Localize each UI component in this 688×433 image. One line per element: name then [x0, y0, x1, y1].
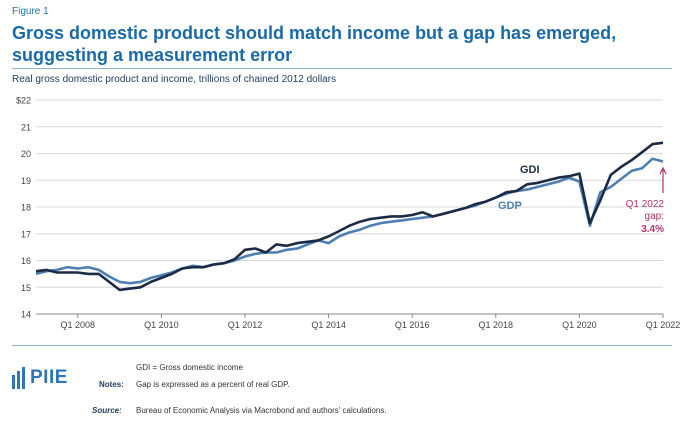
footer-divider — [12, 345, 672, 346]
y-tick-label: 21 — [21, 122, 31, 132]
gap-label-line1: Q1 2022 — [626, 199, 665, 210]
y-tick-label: 20 — [21, 149, 31, 159]
source-label: Source: — [92, 406, 122, 415]
y-tick-label: 16 — [21, 256, 31, 266]
x-tick-label: Q1 2010 — [144, 320, 179, 330]
series-line-gdi — [35, 141, 664, 292]
y-tick-label: 15 — [21, 283, 31, 293]
piie-logo: PIIE — [12, 367, 68, 389]
chart-title: Gross domestic product should match inco… — [12, 23, 617, 65]
gdi-definition: GDI = Gross domestic income — [136, 363, 243, 372]
chart-subtitle: Real gross domestic product and income, … — [12, 74, 337, 85]
x-tick-label: Q1 2014 — [311, 320, 346, 330]
y-tick-label: 14 — [21, 310, 31, 320]
gap-value: 3.4% — [641, 224, 664, 235]
gap-arrowhead — [659, 166, 667, 175]
figure-label: Figure 1 — [12, 6, 49, 17]
title-divider — [12, 68, 672, 69]
x-tick-label: Q1 2012 — [228, 320, 263, 330]
x-tick-label: Q1 2022 — [646, 320, 681, 330]
y-tick-label: 19 — [21, 176, 31, 186]
x-axis: Q1 2008 Q1 2010 Q1 2012 Q1 2014 Q1 2016 Q1 20… — [61, 314, 681, 330]
series-line-gdp — [35, 157, 664, 285]
notes-text: Gap is expressed as a percent of real GD… — [136, 380, 290, 389]
gap-label-line2: gap: — [645, 211, 664, 222]
gdp-label: GDP — [498, 200, 522, 212]
x-tick-label: Q1 2008 — [61, 320, 96, 330]
x-tick-label: Q1 2018 — [479, 320, 514, 330]
notes-label: Notes: — [99, 380, 124, 389]
y-axis: 14 15 16 17 18 19 20 21 $22 — [16, 96, 31, 320]
y-tick-label: 17 — [21, 229, 31, 239]
logo-mark — [12, 367, 25, 389]
series-lines — [35, 141, 664, 292]
logo-text: PIIE — [30, 367, 68, 388]
source-text: Bureau of Economic Analysis via Macrobon… — [136, 406, 387, 415]
y-tick-label: $22 — [16, 96, 31, 106]
x-tick-label: Q1 2020 — [562, 320, 597, 330]
x-tick-label: Q1 2016 — [395, 320, 430, 330]
line-chart: 14 15 16 17 18 19 20 21 $22 Q1 2008 Q1 2010 Q1 201… — [16, 96, 681, 331]
y-tick-label: 18 — [21, 203, 31, 213]
gdi-label: GDI — [520, 164, 540, 176]
